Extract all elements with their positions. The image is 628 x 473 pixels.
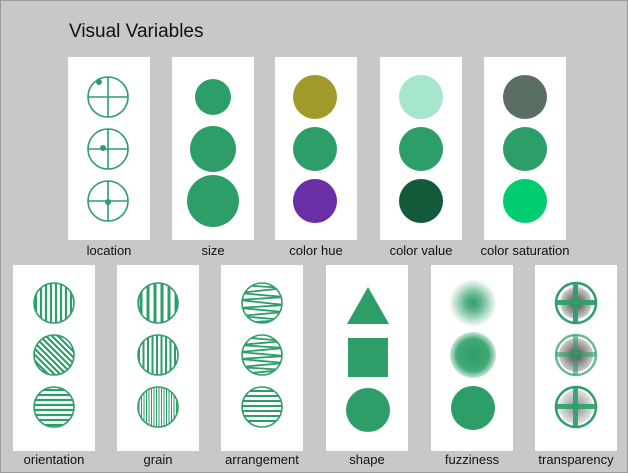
saturation-circle-high xyxy=(503,179,547,223)
label-transparency: transparency xyxy=(538,452,614,467)
label-size: size xyxy=(201,243,225,258)
shape-triangle xyxy=(347,287,389,324)
hue-circle-olive xyxy=(293,75,337,119)
panel-grain xyxy=(117,265,199,451)
label-color-value: color value xyxy=(389,243,453,258)
fuzzy-circle-sharp xyxy=(451,386,495,430)
fuzzy-circle-mid xyxy=(450,332,496,378)
transparency-marker-1 xyxy=(554,281,598,325)
label-color-saturation: color saturation xyxy=(480,243,570,258)
diagram-title: Visual Variables xyxy=(69,21,204,42)
hue-circle-purple xyxy=(293,179,337,223)
transparency-marker-3 xyxy=(554,385,598,429)
panel-shape xyxy=(326,265,408,451)
size-circle-medium xyxy=(190,126,236,172)
label-location: location xyxy=(86,243,132,258)
panel-transparency xyxy=(535,265,617,451)
label-orientation: orientation xyxy=(23,452,85,467)
panel-orientation xyxy=(13,265,95,451)
panel-arrangement xyxy=(221,265,303,451)
label-arrangement: arrangement xyxy=(225,452,299,467)
panel-fuzziness xyxy=(431,265,513,451)
location-dot-1 xyxy=(96,79,102,85)
value-circle-dark xyxy=(399,179,443,223)
saturation-circle-mid xyxy=(503,127,547,171)
shape-square xyxy=(348,338,388,377)
label-shape: shape xyxy=(349,452,385,467)
transparency-marker-2 xyxy=(554,333,598,377)
value-circle-light xyxy=(399,75,443,119)
hue-circle-green xyxy=(293,127,337,171)
panel-location xyxy=(68,57,150,240)
label-color-hue: color hue xyxy=(289,243,343,258)
label-fuzziness: fuzziness xyxy=(444,452,500,467)
panel-size xyxy=(172,57,254,240)
fuzzy-circle-high xyxy=(449,279,497,327)
panel-color-saturation xyxy=(484,57,566,240)
panel-color-hue xyxy=(275,57,357,240)
value-circle-mid xyxy=(399,127,443,171)
location-dot-2 xyxy=(100,145,106,151)
size-circle-small xyxy=(195,79,231,115)
location-dot-3 xyxy=(105,199,111,205)
shape-circle xyxy=(346,388,390,432)
label-grain: grain xyxy=(143,452,173,467)
saturation-circle-low xyxy=(503,75,547,119)
panel-color-value xyxy=(380,57,462,240)
size-circle-large xyxy=(187,175,239,227)
